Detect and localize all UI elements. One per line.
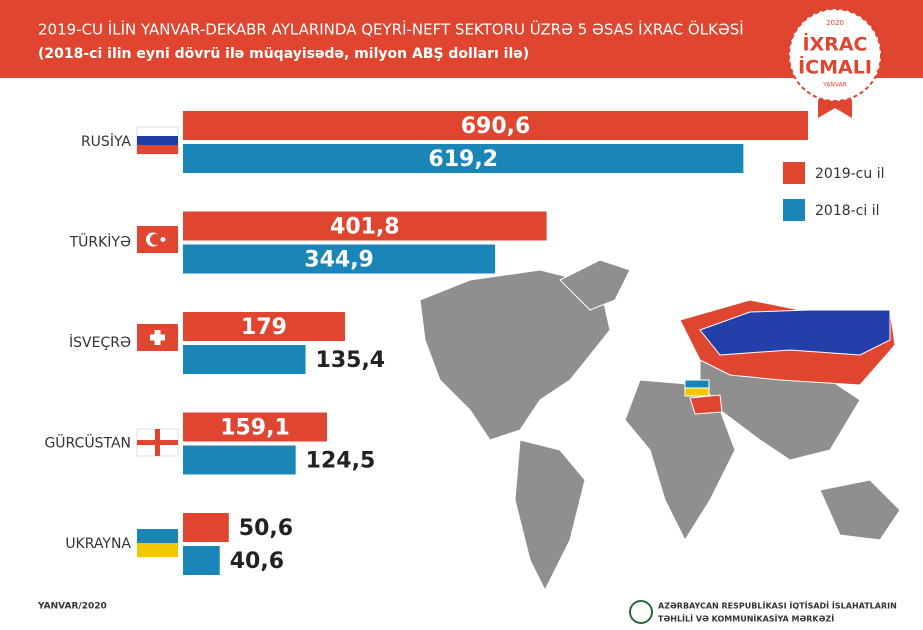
footer-org: TƏHLİLİ VƏ KOMMUNİKASİYA MƏRKƏZİ: [658, 614, 834, 624]
value-label: 135,4: [316, 348, 386, 373]
category-label: TÜRKİYƏ: [69, 233, 131, 251]
logo: [629, 600, 653, 624]
value-label: 619,2: [428, 147, 498, 172]
category-label: UKRAYNA: [65, 536, 131, 552]
legend-label: 2019-cu il: [815, 166, 884, 182]
bar: [183, 412, 327, 442]
bar: [183, 111, 808, 140]
bar: [183, 445, 296, 475]
legend-label: 2018-ci il: [815, 203, 880, 219]
world-map: [419, 259, 901, 592]
value-label: 344,9: [304, 248, 374, 273]
value-label: 401,8: [330, 215, 400, 240]
footer-org: AZƏRBAYCAN RESPUBLİKASI İQTİSADİ İSLAHAT…: [658, 601, 897, 611]
value-label: 179: [241, 315, 287, 340]
value-label: 124,5: [306, 449, 376, 474]
footer-date: YANVAR/2020: [37, 602, 107, 612]
bar: [183, 513, 229, 542]
bar: [183, 244, 496, 274]
bar: [183, 345, 306, 374]
badge-year: 2020: [826, 19, 844, 27]
value-label: 40,6: [230, 549, 284, 574]
legend-swatch: [783, 199, 805, 221]
value-label: 50,6: [239, 516, 293, 541]
value-label: 690,6: [461, 114, 531, 139]
bar: [183, 312, 345, 341]
category-label: İSVEÇRƏ: [69, 333, 131, 351]
bar: [183, 144, 744, 173]
flags: [136, 126, 179, 557]
legend-swatch: [783, 162, 805, 184]
badge-title: İCMALI: [798, 55, 872, 79]
category-label: RUSİYA: [81, 132, 131, 150]
header-band: [0, 0, 923, 78]
bar: [183, 546, 220, 575]
badge: 2020 İXRAC İCMALI YANVAR: [788, 8, 882, 118]
badge-month: YANVAR: [822, 82, 847, 89]
value-label: 159,1: [220, 416, 290, 441]
badge-title: İXRAC: [803, 32, 868, 56]
subtitle: (2018-ci ilin eyni dövrü ilə müqayisədə,…: [38, 46, 529, 62]
bar: [183, 211, 547, 241]
category-label: GÜRCÜSTAN: [44, 434, 131, 452]
title: 2019-CU İLİN YANVAR-DEKABR AYLARINDA QEY…: [38, 20, 744, 39]
